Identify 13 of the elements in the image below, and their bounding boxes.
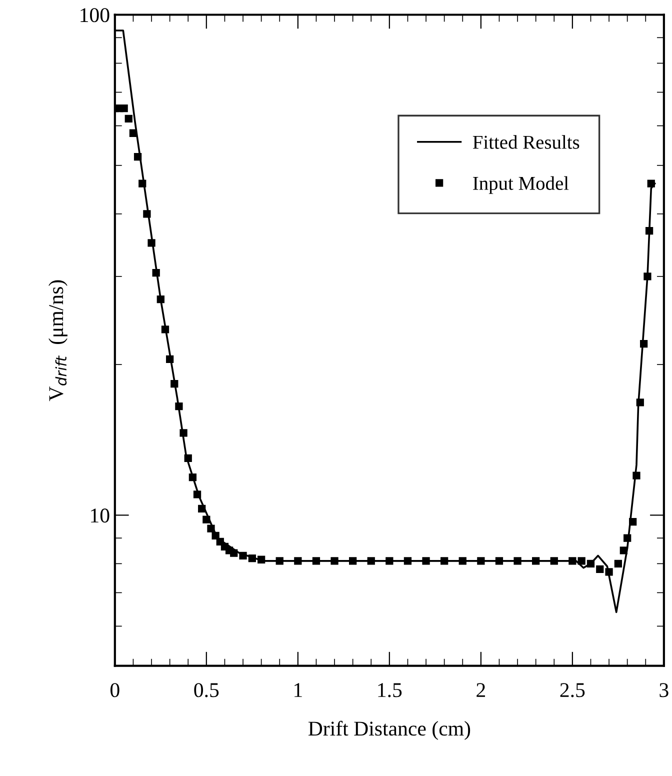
y-axis-title: V$_{drift}$ (μm/ns)	[48, 280, 68, 402]
x-tick-label: 3	[660, 683, 668, 698]
legend-label: Input Model	[473, 176, 569, 194]
x-tick-label: 0	[110, 683, 120, 698]
x-tick-label: 2	[476, 683, 485, 697]
x-tick-label: 2.5	[560, 683, 585, 698]
x-axis-title: Drift Distance (cm)	[308, 720, 470, 740]
x-tick-label: 1.5	[378, 683, 402, 698]
x-tick-label: 0.5	[194, 683, 219, 698]
legend-label: Fitted Results	[472, 135, 580, 149]
y-tick-label: 100	[80, 8, 110, 22]
x-tick-label: 1	[294, 683, 302, 697]
y-tick-label: 10	[91, 508, 110, 523]
